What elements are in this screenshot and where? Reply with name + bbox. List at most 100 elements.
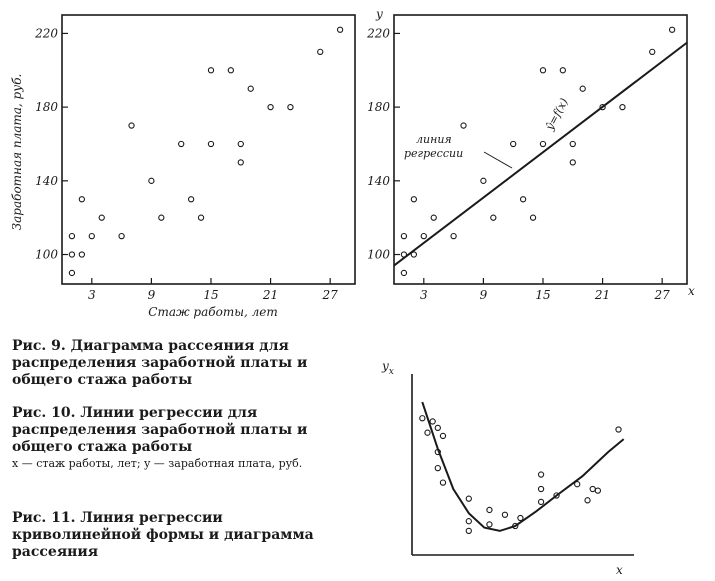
fig11-point xyxy=(486,506,493,514)
fig11-point xyxy=(439,479,447,486)
fig10-point xyxy=(410,196,418,203)
fig9-point xyxy=(207,140,215,148)
fig9-point xyxy=(68,269,76,277)
fig9-ytick-label: 220 xyxy=(34,26,58,40)
fig11-point xyxy=(589,485,596,493)
scatter-chart-fig11: x yx xyxy=(381,359,634,577)
fig10-ytick-label: 180 xyxy=(367,100,390,114)
caption-fig11-text: Рис. 11. Линия регрессии криволинейной ф… xyxy=(12,510,314,560)
fig9-frame xyxy=(61,14,356,285)
fig11-point xyxy=(537,471,545,478)
fig11-xlabel: x xyxy=(616,563,623,577)
fig10-frame xyxy=(393,14,688,285)
fig10-point xyxy=(430,214,437,221)
fig9-point xyxy=(178,140,185,148)
fig9-ytick-label: 180 xyxy=(35,100,58,114)
fig9-points xyxy=(68,26,344,277)
fig9-point xyxy=(317,48,324,55)
fig9-point xyxy=(78,196,86,203)
fig9-point xyxy=(98,214,105,221)
fig11-point xyxy=(434,424,441,432)
fig9-point xyxy=(78,251,86,258)
fig10-line-label-2: регрессии xyxy=(404,147,463,160)
fig11-point xyxy=(434,464,441,472)
scatter-chart-fig9: 3 9 15 21 27 100 140 180 220 Стаж работы, лет За… xyxy=(10,14,356,319)
fig9-xtick-label: 27 xyxy=(322,288,339,302)
fig10-ylabel: y xyxy=(375,7,383,21)
fig10-point xyxy=(569,140,576,148)
fig11-point xyxy=(501,511,509,518)
fig10-xtick-label: 15 xyxy=(535,288,550,302)
fig10-line-label-1: линия xyxy=(416,133,452,146)
fig10-point xyxy=(559,67,566,74)
fig10-xtick-label: 27 xyxy=(654,288,671,302)
fig9-point xyxy=(118,232,125,240)
fig10-point xyxy=(539,140,547,148)
fig10-point xyxy=(529,214,537,221)
fig10-point xyxy=(450,232,457,240)
fig9-point xyxy=(237,159,244,166)
fig11-axes xyxy=(411,374,634,556)
fig9-ytick-label: 100 xyxy=(35,248,58,262)
fig9-point xyxy=(247,85,254,92)
fig9-xlabel: Стаж работы, лет xyxy=(148,305,277,319)
fig10-regression-line xyxy=(393,41,688,267)
fig10-ytick-label: 100 xyxy=(367,248,390,262)
caption-fig11: Рис. 11. Линия регрессии криволинейной ф… xyxy=(12,510,342,561)
fig10-point xyxy=(480,177,487,184)
fig11-point xyxy=(429,418,436,425)
fig10-point xyxy=(539,67,547,74)
fig9-axes: 3 9 15 21 27 100 140 180 220 xyxy=(34,14,356,302)
fig11-ylabel-sub: x xyxy=(389,367,394,377)
fig11-point xyxy=(465,527,472,535)
fig11-point xyxy=(574,481,581,488)
caption-fig10-note: x — стаж работы, лет; y — заработная пла… xyxy=(12,457,303,470)
fig9-point xyxy=(207,67,215,74)
fig10-ytick-label: 220 xyxy=(366,26,390,40)
fig10-label-leader xyxy=(483,151,513,169)
fig11-point xyxy=(584,497,591,504)
fig10-point xyxy=(519,196,527,203)
fig9-xtick-label: 15 xyxy=(203,288,218,302)
fig11-regression-curve xyxy=(421,401,625,532)
fig11-point xyxy=(537,498,545,506)
fig11-point xyxy=(615,426,622,433)
fig10-equation-label: ŷ=f(x) xyxy=(543,96,571,133)
fig10-point xyxy=(420,232,427,240)
fig10-point xyxy=(579,85,586,92)
caption-fig9: Рис. 9. Диаграмма рассеяния для распреде… xyxy=(12,338,342,389)
fig11-point xyxy=(424,429,431,436)
fig9-point xyxy=(148,177,155,184)
fig11-points xyxy=(419,415,622,535)
fig10-point xyxy=(460,122,467,129)
fig10-point xyxy=(619,103,626,111)
fig9-point xyxy=(237,140,244,148)
fig10-point xyxy=(668,26,676,33)
fig10-xlabel: x xyxy=(688,284,695,298)
fig11-point xyxy=(465,495,472,502)
fig10-xtick-label: 3 xyxy=(420,288,428,302)
fig11-point xyxy=(517,514,524,522)
scatter-chart-fig10: 3 9 15 21 27 100 140 180 220 линия регрессии ŷ=f… xyxy=(366,7,695,302)
fig9-point xyxy=(68,232,76,240)
fig10-ytick-label: 140 xyxy=(367,174,390,188)
fig9-point xyxy=(267,103,274,111)
caption-fig9-text: Рис. 9. Диаграмма рассеяния для распреде… xyxy=(12,338,308,388)
fig9-point xyxy=(197,214,205,221)
fig11-point xyxy=(419,415,426,422)
fig11-point xyxy=(486,521,493,528)
fig11-point xyxy=(537,485,545,493)
fig10-point xyxy=(400,269,408,277)
fig9-point xyxy=(158,214,165,221)
fig10-points xyxy=(400,26,676,277)
fig10-point xyxy=(410,251,418,258)
fig11-point xyxy=(594,487,602,494)
caption-fig10-text: Рис. 10. Линии регрессии для распределен… xyxy=(12,405,308,455)
fig9-xtick-label: 9 xyxy=(148,288,156,302)
fig9-point xyxy=(187,196,195,203)
fig9-point xyxy=(287,103,294,111)
caption-fig10: Рис. 10. Линии регрессии для распределен… xyxy=(12,405,342,471)
fig9-point xyxy=(227,67,234,74)
fig11-point xyxy=(465,518,472,525)
fig9-xtick-label: 3 xyxy=(88,288,96,302)
